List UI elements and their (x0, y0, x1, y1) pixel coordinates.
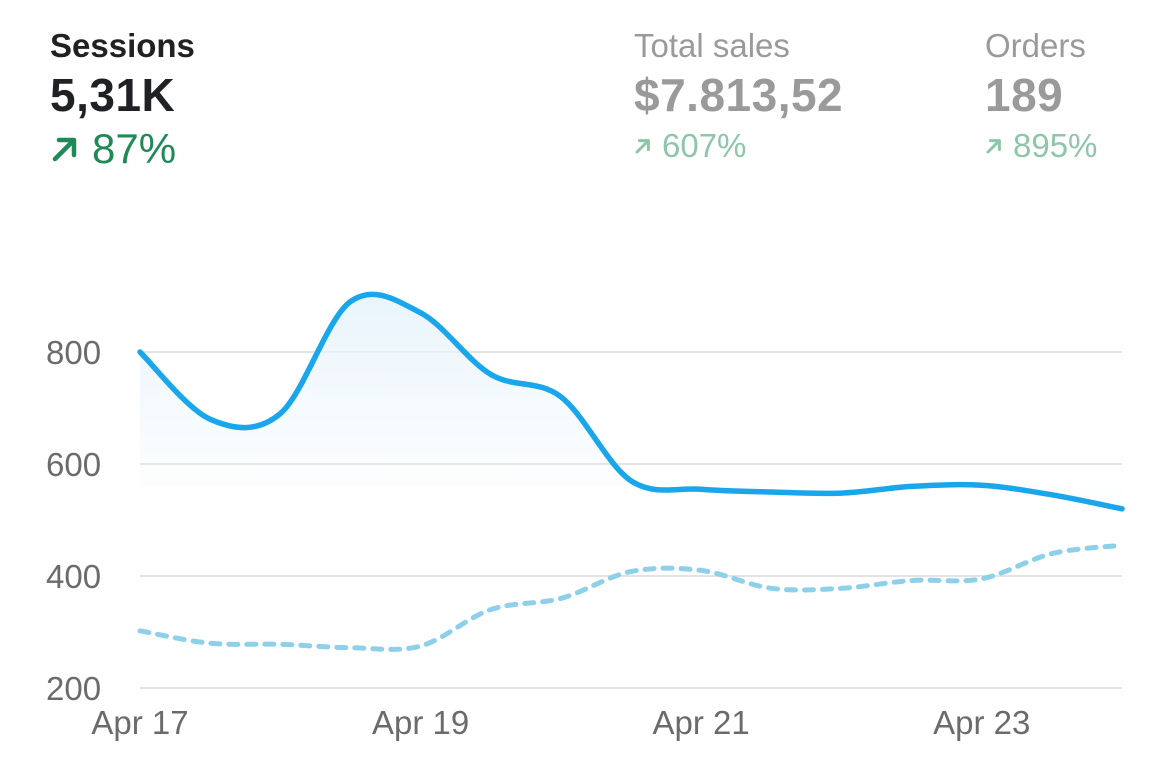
data-point (277, 411, 283, 417)
metric-change: 895% (985, 124, 1097, 168)
data-point (488, 607, 494, 613)
series-line-previous (137, 542, 1125, 652)
data-point (698, 567, 704, 573)
data-point (768, 489, 774, 495)
data-point (1119, 506, 1125, 512)
data-point (277, 641, 283, 647)
y-tick-label: 400 (46, 558, 101, 595)
metric-orders[interactable]: Orders 189 895% (985, 26, 1097, 168)
x-tick-label: Apr 21 (653, 704, 750, 741)
data-point (347, 645, 353, 651)
x-tick-label: Apr 23 (933, 704, 1030, 741)
data-point (909, 483, 915, 489)
y-tick-label: 600 (46, 446, 101, 483)
series-area-fill (140, 294, 1122, 509)
arrow-up-right-icon (635, 139, 650, 154)
data-point (207, 640, 213, 646)
series-line-current (137, 291, 1125, 512)
data-point (698, 486, 704, 492)
metric-change-value: 607% (662, 127, 747, 164)
metric-change-value: 87% (92, 125, 177, 172)
data-point (1049, 551, 1055, 557)
data-point (838, 585, 844, 591)
data-point (558, 595, 564, 601)
data-point (558, 394, 564, 400)
metric-title: Total sales (634, 27, 790, 64)
data-point (137, 628, 143, 634)
data-point (909, 577, 915, 583)
metric-title: Sessions (50, 27, 195, 64)
data-point (418, 643, 424, 649)
data-point (347, 299, 353, 305)
metric-change: 87% (50, 124, 195, 174)
x-tick-label: Apr 19 (372, 704, 469, 741)
metric-value: 189 (985, 69, 1064, 121)
y-tick-label: 200 (46, 670, 101, 707)
arrow-up-right-icon (52, 137, 77, 162)
metric-sessions[interactable]: Sessions 5,31K 87% (50, 26, 195, 174)
metric-value: $7.813,52 (634, 69, 844, 121)
data-point (979, 482, 985, 488)
arrow-up-right-icon (986, 139, 1001, 154)
data-point (137, 349, 143, 355)
metric-total-sales[interactable]: Total sales $7.813,52 607% (634, 26, 843, 168)
metric-change: 607% (634, 124, 843, 168)
data-point (628, 569, 634, 575)
metric-change-value: 895% (1013, 127, 1098, 164)
data-point (207, 416, 213, 422)
data-point (418, 310, 424, 316)
data-point (628, 478, 634, 484)
metric-title: Orders (985, 27, 1086, 64)
data-point (1049, 492, 1055, 498)
data-point (488, 371, 494, 377)
x-tick-label: Apr 17 (91, 704, 188, 741)
data-point (1119, 542, 1125, 548)
metric-value: 5,31K (50, 69, 176, 121)
data-point (979, 576, 985, 582)
data-point (838, 490, 844, 496)
data-point (768, 585, 774, 591)
y-tick-label: 800 (46, 334, 101, 371)
